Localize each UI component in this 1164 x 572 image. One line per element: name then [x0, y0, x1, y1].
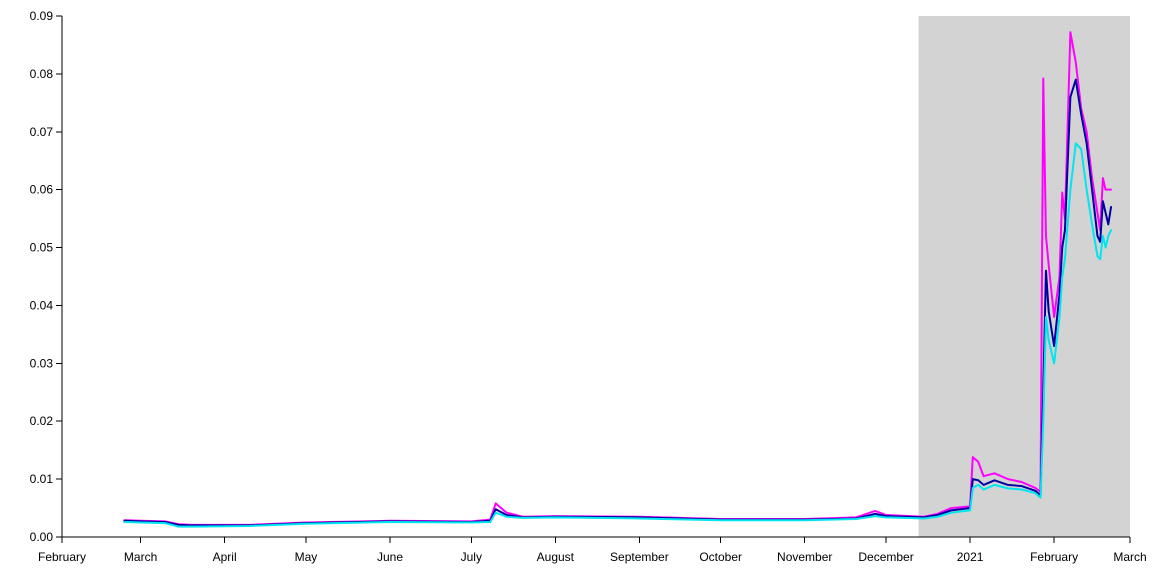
y-tick-label: 0.01	[30, 472, 54, 486]
y-tick-label: 0.04	[30, 298, 54, 312]
x-tick-label: May	[295, 550, 318, 564]
x-tick-label: December	[858, 550, 913, 564]
y-tick-label: 0.02	[30, 414, 54, 428]
y-tick-label: 0.06	[30, 183, 54, 197]
y-tick-label: 0.09	[30, 9, 54, 23]
x-tick-label: 2021	[957, 550, 984, 564]
y-tick-label: 0.03	[30, 356, 54, 370]
x-tick-label: June	[377, 550, 403, 564]
y-tick-label: 0.07	[30, 125, 54, 139]
x-tick-label: April	[213, 550, 237, 564]
x-tick-label: October	[699, 550, 742, 564]
x-tick-label: July	[461, 550, 482, 564]
x-tick-label: March	[124, 550, 157, 564]
x-tick-label: March	[1113, 550, 1146, 564]
highlight-region	[918, 16, 1130, 537]
x-tick-label: February	[1030, 550, 1078, 564]
y-tick-label: 0.08	[30, 67, 54, 81]
y-tick-label: 0.05	[30, 241, 54, 255]
x-tick-label: November	[777, 550, 832, 564]
x-tick-label: September	[610, 550, 669, 564]
x-tick-label: August	[537, 550, 575, 564]
x-tick-label: February	[38, 550, 86, 564]
series-line-3	[123, 142, 1113, 528]
y-tick-label: 0.00	[30, 530, 54, 544]
